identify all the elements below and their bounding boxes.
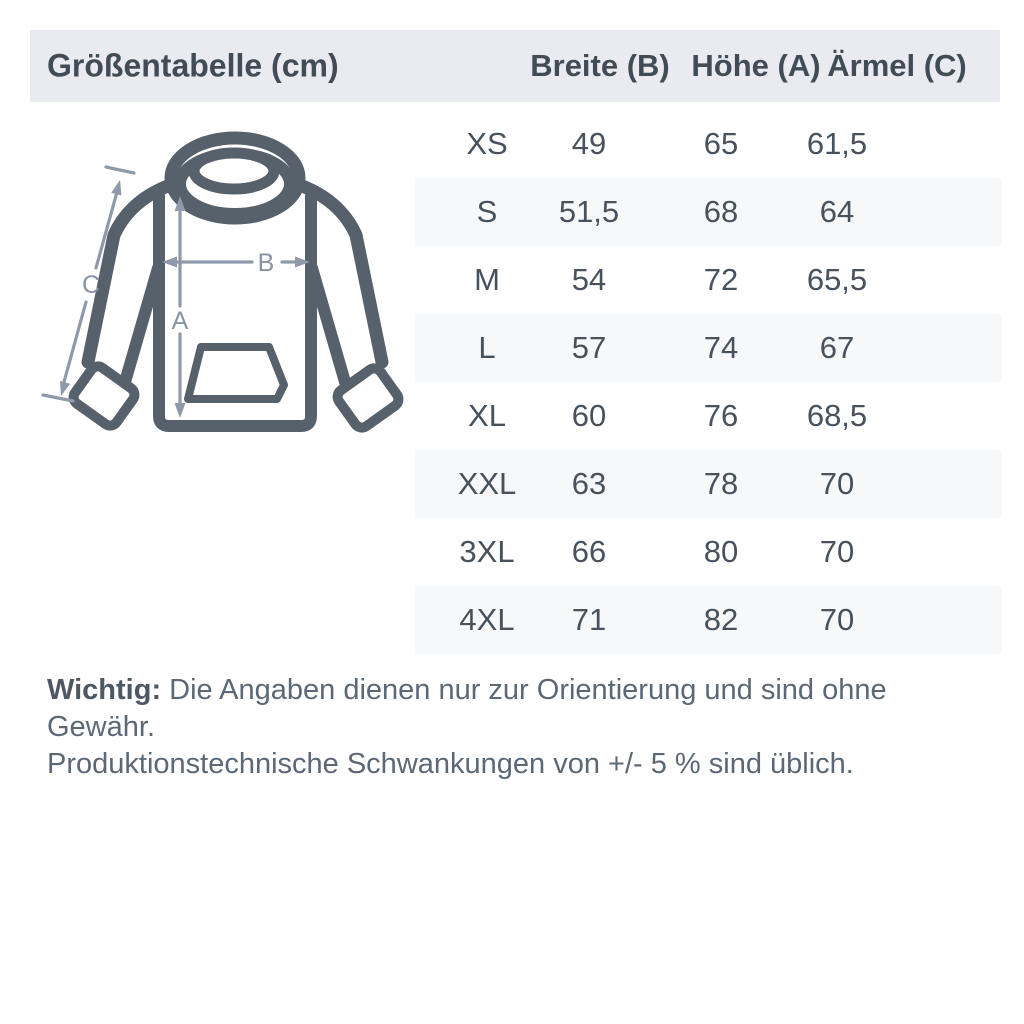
sleeve-cell: 67 bbox=[819, 330, 855, 365]
width-arrow: B bbox=[162, 249, 310, 277]
sleeve-cell: 61,5 bbox=[806, 126, 868, 161]
width-cell: 54 bbox=[571, 262, 607, 297]
right-sleeve-inner-edge bbox=[306, 262, 351, 388]
disclaimer-note: Wichtig: Die Angaben dienen nur zur Orie… bbox=[47, 672, 977, 783]
height-cell: 65 bbox=[703, 126, 739, 161]
width-cell: 71 bbox=[571, 602, 607, 637]
right-cuff bbox=[332, 363, 404, 433]
width-cell: 57 bbox=[571, 330, 607, 365]
height-cell: 78 bbox=[703, 466, 739, 501]
sleeve-cell: 65,5 bbox=[806, 262, 868, 297]
width-label: B bbox=[258, 249, 275, 277]
sleeve-cell: 70 bbox=[819, 466, 855, 501]
size-cell: XXL bbox=[457, 466, 517, 501]
sleeve-cell: 70 bbox=[819, 534, 855, 569]
left-sleeve-inner-edge bbox=[119, 262, 164, 388]
sleeve-cell: 68,5 bbox=[806, 398, 868, 433]
disclaimer-line-2: Produktionstechnische Schwankungen von +… bbox=[47, 748, 854, 780]
page-title: Größentabelle (cm) bbox=[47, 47, 339, 84]
disclaimer-label: Wichtig: bbox=[47, 674, 162, 706]
torso-outline bbox=[153, 190, 317, 432]
height-arrow: A bbox=[172, 196, 189, 418]
height-cell: 82 bbox=[703, 602, 739, 637]
table-row: XXL 63 78 70 bbox=[415, 450, 1002, 518]
size-cell: 4XL bbox=[459, 602, 515, 637]
size-cell: M bbox=[474, 262, 500, 297]
size-cell: 3XL bbox=[459, 534, 515, 569]
height-cell: 80 bbox=[703, 534, 739, 569]
sleeve-cell: 70 bbox=[819, 602, 855, 637]
left-sleeve-outer-edge bbox=[81, 177, 180, 369]
width-cell: 60 bbox=[571, 398, 607, 433]
width-cell: 49 bbox=[571, 126, 607, 161]
table-row: XS 49 65 61,5 bbox=[415, 110, 1002, 178]
table-row: M 54 72 65,5 bbox=[415, 246, 1002, 314]
size-cell: XS bbox=[466, 126, 508, 161]
width-cell: 63 bbox=[571, 466, 607, 501]
left-cuff bbox=[68, 361, 140, 431]
right-sleeve-outer-edge bbox=[290, 177, 389, 369]
height-cell: 72 bbox=[703, 262, 739, 297]
width-cell: 66 bbox=[571, 534, 607, 569]
column-header-sleeve: Ärmel (C) bbox=[827, 48, 967, 83]
height-cell: 68 bbox=[703, 194, 739, 229]
hood-opening-ring bbox=[188, 147, 280, 195]
height-label: A bbox=[172, 307, 189, 335]
height-cell: 76 bbox=[703, 398, 739, 433]
size-table: XS 49 65 61,5 S 51,5 68 64 M 54 72 65,5 L 57 74 67 XL 60 7… bbox=[415, 110, 1002, 654]
table-row: 3XL 66 80 70 bbox=[415, 518, 1002, 586]
hoodie-measurement-diagram: A B C bbox=[41, 131, 404, 433]
disclaimer-line-1: Wichtig: Die Angaben dienen nur zur Orie… bbox=[47, 674, 887, 743]
table-row: XL 60 76 68,5 bbox=[415, 382, 1002, 450]
sleeve-arrow: C bbox=[41, 165, 136, 403]
height-cell: 74 bbox=[703, 330, 739, 365]
size-cell: S bbox=[476, 194, 498, 229]
column-header-height: Höhe (A) bbox=[691, 48, 821, 83]
table-header-band: Größentabelle (cm) Breite (B) Höhe (A) Ä… bbox=[30, 30, 1000, 102]
column-header-width: Breite (B) bbox=[530, 48, 670, 83]
table-row: 4XL 71 82 70 bbox=[415, 586, 1002, 654]
pocket-outline bbox=[184, 343, 288, 403]
sleeve-cell: 64 bbox=[819, 194, 855, 229]
size-cell: XL bbox=[468, 398, 506, 433]
sleeve-label: C bbox=[82, 271, 100, 299]
table-row: S 51,5 68 64 bbox=[415, 178, 1002, 246]
width-cell: 51,5 bbox=[558, 194, 620, 229]
size-cell: L bbox=[478, 330, 496, 365]
table-row: L 57 74 67 bbox=[415, 314, 1002, 382]
